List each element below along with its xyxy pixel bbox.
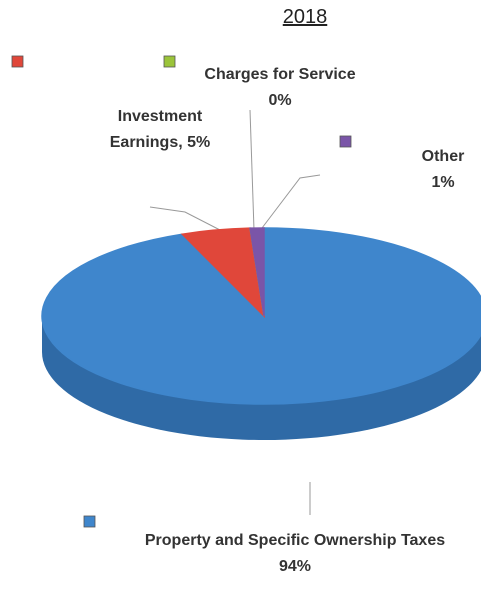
value-label: 94%	[278, 558, 312, 575]
pie-slice	[249, 227, 265, 317]
value-label: 1%	[431, 174, 455, 191]
pie-slice	[41, 227, 481, 405]
category-label: Charges for Service	[204, 66, 356, 83]
legend-swatch	[339, 135, 352, 148]
legend-swatch	[83, 515, 96, 528]
category-label: Property and Specific Ownership Taxes	[144, 532, 446, 549]
data-label: Property and Specific Ownership Taxes 94…	[110, 528, 480, 580]
leader-line	[261, 174, 321, 229]
chart-title: 2018	[282, 6, 328, 28]
pie	[41, 227, 481, 440]
legend	[11, 55, 352, 528]
data-label: Other 1%	[403, 144, 481, 196]
leader-lines	[149, 109, 321, 515]
value-label: 0%	[268, 92, 292, 109]
leader-line	[249, 109, 255, 231]
leader-line	[149, 206, 221, 231]
category-label: Other	[421, 148, 465, 165]
data-label: Charges for Service 0%	[190, 62, 370, 114]
category-label: Investment Earnings,	[109, 108, 203, 151]
value-label: 5%	[187, 134, 211, 151]
legend-swatch	[11, 55, 24, 68]
legend-swatch	[163, 55, 176, 68]
data-label: Investment Earnings, 5%	[100, 104, 220, 156]
